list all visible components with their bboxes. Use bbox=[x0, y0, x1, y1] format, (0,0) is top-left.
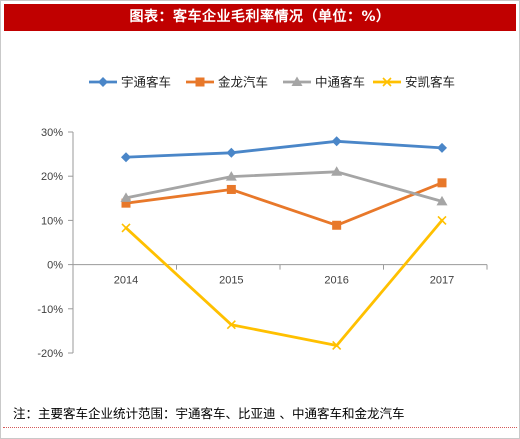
series-line bbox=[124, 170, 444, 203]
data-point bbox=[121, 198, 131, 208]
footnote: 注：主要客车企业统计范围：宇通客车、比亚迪 、中通客车和金龙汽车 bbox=[13, 406, 405, 421]
y-tick-label: 30% bbox=[41, 127, 63, 139]
data-point bbox=[121, 152, 131, 163]
legend-label: 宇通客车 bbox=[121, 75, 171, 90]
legend-label: 安凯客车 bbox=[405, 75, 455, 90]
x-tick-label: 2017 bbox=[430, 275, 454, 287]
data-point bbox=[225, 171, 237, 181]
data-point bbox=[437, 215, 447, 225]
bottom-divider bbox=[3, 427, 517, 428]
data-point bbox=[120, 192, 132, 202]
y-tick-label: 0% bbox=[47, 260, 63, 272]
data-point bbox=[331, 136, 342, 147]
data-point bbox=[331, 166, 343, 176]
data-point bbox=[332, 340, 342, 351]
data-point bbox=[437, 142, 447, 153]
legend-label: 金龙汽车 bbox=[218, 75, 268, 90]
data-point bbox=[332, 220, 342, 230]
y-tick-label: 10% bbox=[41, 215, 63, 227]
data-point bbox=[98, 77, 108, 87]
data-point bbox=[195, 77, 205, 87]
data-point bbox=[226, 147, 237, 158]
data-point bbox=[436, 195, 448, 206]
data-point bbox=[291, 76, 303, 86]
series-line bbox=[124, 139, 444, 159]
legend-label: 中通客车 bbox=[315, 75, 365, 90]
x-tick-label: 2016 bbox=[324, 275, 348, 287]
x-tick-label: 2014 bbox=[114, 275, 138, 287]
data-point bbox=[437, 178, 447, 188]
series-line bbox=[124, 219, 444, 347]
line-chart: 30% 20% 10% 0% -10% -20% 2014 2015 2016 2017 宇通客车 金… bbox=[37, 75, 488, 360]
data-point bbox=[226, 320, 236, 330]
y-tick-label: -10% bbox=[37, 304, 63, 316]
y-tick-label: -20% bbox=[37, 348, 63, 360]
chart-title: 图表：客车企业毛利率情况（单位：%） bbox=[4, 4, 516, 31]
data-point bbox=[382, 77, 392, 87]
series-line bbox=[124, 181, 444, 227]
x-tick-label: 2015 bbox=[219, 275, 243, 287]
data-point bbox=[121, 223, 131, 233]
data-point bbox=[226, 184, 236, 194]
y-tick-label: 20% bbox=[41, 171, 63, 183]
